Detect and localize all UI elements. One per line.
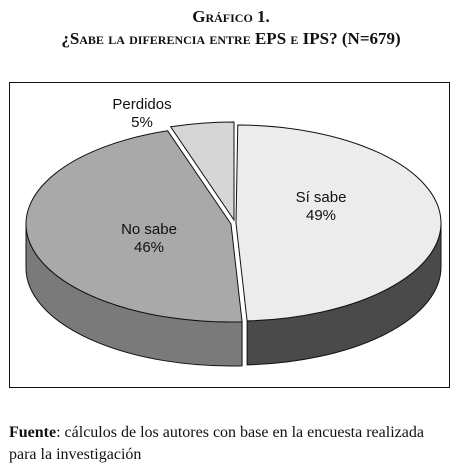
question-e: e [290,29,299,48]
slice-value-no-sabe: 46% [134,239,164,256]
chart-question: ¿Sabe la diferencia entre EPS e IPS? (N=… [0,28,462,50]
chart-title: Gráfico 1. ¿Sabe la diferencia entre EPS… [0,6,462,50]
question-eps: EPS [254,29,287,48]
chart-frame: Sí sabe 49% No sabe 46% Perdidos 5% [9,82,450,388]
question-main: ¿Sabe la diferencia entre [61,29,251,48]
pie-slice-perdidos [169,121,235,222]
source-note: Fuente: cálculos de los autores con base… [9,422,454,466]
slice-value-s-sabe: 49% [306,207,336,224]
figure-number: Gráfico 1. [192,7,270,26]
pie-slice-no-sabe [25,130,243,323]
slice-label-perdidos: Perdidos [112,96,171,113]
slice-label-s-sabe: Sí sabe [296,189,347,206]
source-label: Fuente [9,424,57,441]
pie-slice-s-sabe [235,124,442,322]
source-text: : cálculos de los autores con base en la… [9,424,424,463]
slice-label-no-sabe: No sabe [121,221,177,238]
slice-value-perdidos: 5% [131,114,153,131]
question-ips: IPS? (N=679) [302,29,401,48]
